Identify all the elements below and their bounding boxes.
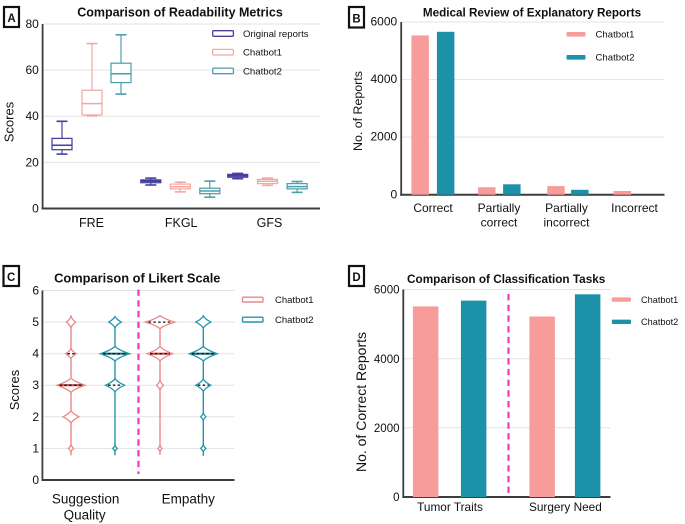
svg-text:4: 4: [32, 347, 39, 361]
svg-text:1: 1: [32, 441, 39, 455]
svg-text:Comparison of Classification T: Comparison of Classification Tasks: [407, 273, 606, 286]
svg-text:Partially: Partially: [478, 201, 521, 215]
svg-text:Tumor Traits: Tumor Traits: [417, 500, 483, 514]
svg-text:Chatbot1: Chatbot1: [596, 30, 635, 41]
svg-text:GFS: GFS: [257, 216, 283, 230]
svg-text:Chatbot1: Chatbot1: [641, 295, 678, 305]
svg-text:Empathy: Empathy: [162, 492, 216, 507]
svg-text:0: 0: [32, 202, 39, 216]
svg-text:C: C: [7, 272, 15, 284]
svg-text:3: 3: [32, 378, 39, 392]
svg-text:Medical Review of Explanatory: Medical Review of Explanatory Reports: [423, 7, 642, 20]
svg-text:D: D: [352, 272, 360, 284]
svg-text:40: 40: [25, 109, 39, 123]
svg-text:Original reports: Original reports: [243, 29, 309, 40]
svg-text:80: 80: [25, 17, 39, 31]
svg-text:0: 0: [393, 492, 399, 504]
svg-text:Chatbot2: Chatbot2: [243, 66, 282, 77]
svg-text:6000: 6000: [370, 15, 397, 29]
svg-text:Scores: Scores: [2, 101, 17, 142]
svg-text:FKGL: FKGL: [165, 216, 198, 230]
svg-text:B: B: [352, 14, 360, 26]
svg-text:2: 2: [32, 410, 39, 424]
svg-text:6000: 6000: [374, 285, 400, 297]
svg-text:No. of Reports: No. of Reports: [351, 71, 365, 151]
svg-text:Chatbot1: Chatbot1: [275, 295, 314, 306]
svg-text:Comparison of Readability Metr: Comparison of Readability Metrics: [77, 6, 283, 20]
svg-text:0: 0: [391, 187, 398, 201]
svg-text:Comparison of Likert Scale: Comparison of Likert Scale: [54, 271, 220, 286]
svg-text:Suggestion: Suggestion: [52, 492, 120, 507]
svg-text:Chatbot1: Chatbot1: [243, 48, 282, 59]
svg-text:No. of Correct Reports: No. of Correct Reports: [353, 332, 369, 472]
svg-text:20: 20: [25, 155, 39, 169]
svg-text:6: 6: [32, 284, 39, 298]
svg-text:60: 60: [25, 63, 39, 77]
svg-text:0: 0: [32, 473, 39, 487]
svg-text:Chatbot2: Chatbot2: [596, 53, 635, 64]
svg-text:2000: 2000: [374, 423, 400, 435]
svg-text:Correct: Correct: [413, 201, 453, 215]
svg-text:Incorrect: Incorrect: [611, 201, 658, 215]
svg-text:Quality: Quality: [64, 508, 106, 523]
svg-text:Surgery Need: Surgery Need: [529, 500, 602, 514]
svg-text:Scores: Scores: [7, 369, 22, 410]
svg-text:4000: 4000: [374, 354, 400, 366]
svg-text:incorrect: incorrect: [543, 216, 590, 230]
svg-text:5: 5: [32, 315, 39, 329]
svg-text:4000: 4000: [370, 72, 397, 86]
svg-text:Partially: Partially: [545, 201, 588, 215]
svg-text:A: A: [7, 13, 15, 25]
svg-text:correct: correct: [481, 216, 518, 230]
svg-text:Chatbot2: Chatbot2: [641, 317, 678, 327]
svg-text:2000: 2000: [370, 130, 397, 144]
svg-text:FRE: FRE: [79, 216, 104, 230]
svg-text:Chatbot2: Chatbot2: [275, 315, 314, 326]
